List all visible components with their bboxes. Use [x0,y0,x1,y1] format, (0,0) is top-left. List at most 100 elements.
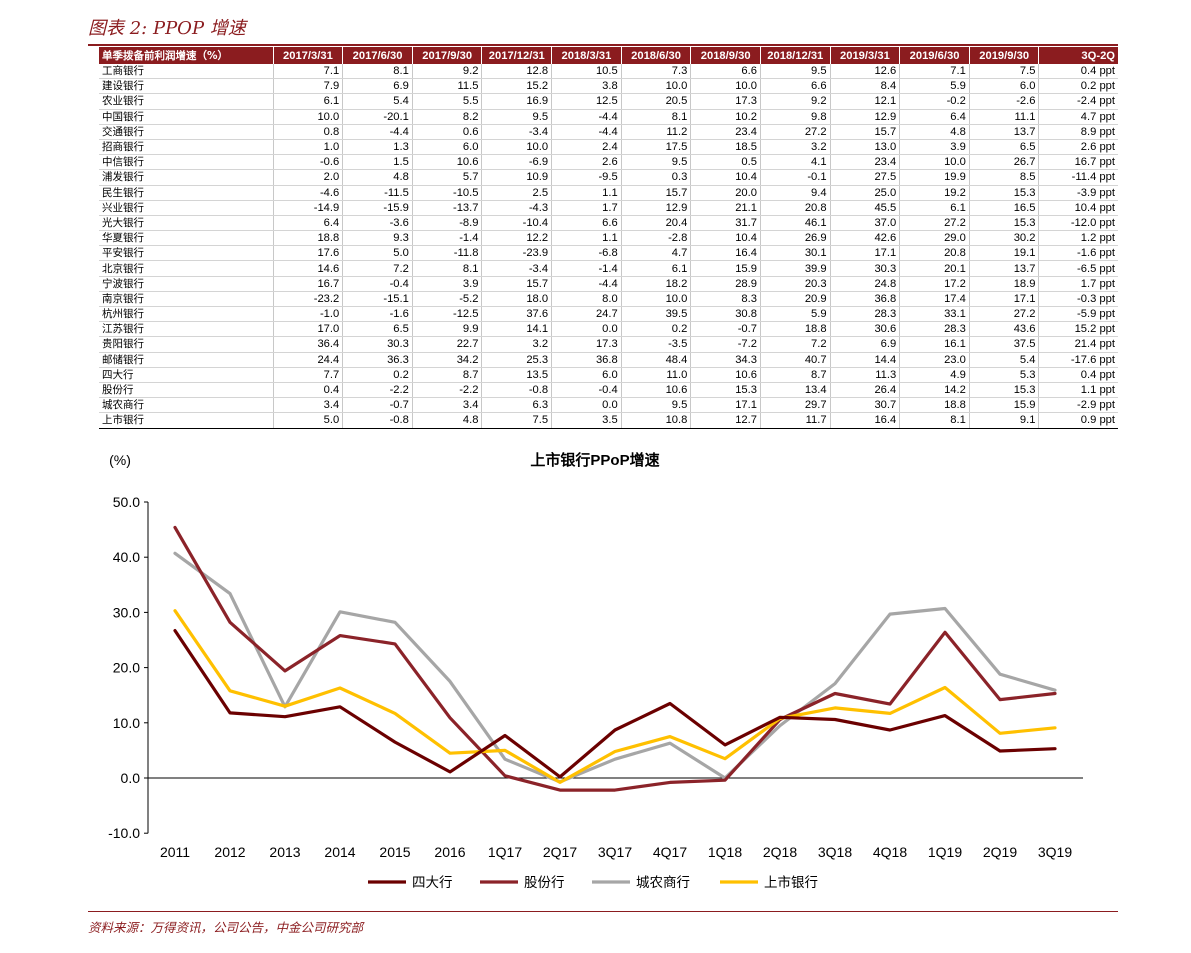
value-cell: 18.0 [481,291,552,308]
value-cell: 39.9 [759,260,831,277]
value-cell: 9.4 [759,185,831,201]
value-cell: 26.4 [829,382,900,399]
x-tick-label: 3Q18 [818,844,852,860]
value-cell: 17.1 [690,397,761,414]
value-cell: 6.1 [899,200,970,216]
value-cell: -0.2 [899,93,970,110]
bank-name-cell: 中信银行 [99,154,274,171]
table-row: 工商银行 7.1 8.1 9.2 12.8 10.5 7.3 6.6 9.5 12.6 7.1 7.5… [99,64,1118,80]
value-cell: 26.9 [759,230,831,247]
value-cell: -9.5 [551,169,622,186]
value-cell: 12.9 [829,109,900,125]
bank-name-cell: 农业银行 [99,93,274,110]
value-cell: 3.4 [272,397,343,414]
value-cell: 36.8 [551,352,622,368]
value-cell: -0.8 [342,412,413,429]
value-cell: 15.7 [829,124,900,140]
value-cell: 15.9 [690,260,761,277]
value-cell: 6.9 [829,336,900,353]
value-cell: 5.3 [968,366,1039,383]
value-cell: 27.2 [968,306,1039,323]
value-cell: -3.5 [620,336,691,353]
value-cell: 16.4 [690,245,761,262]
value-cell: 2.6 ppt [1038,139,1118,156]
ppop-table: 单季拨备前利润增速（%） 2017/3/31 2017/6/30 2017/9/30 2… [99,47,1118,429]
table-row: 南京银行 -23.2 -15.1 -5.2 18.0 8.0 10.0 8.3 20.9 36.8… [99,291,1118,308]
value-cell: 3.2 [481,336,552,353]
value-cell: 8.3 [690,291,761,308]
value-cell: 13.4 [759,382,831,399]
value-cell: -1.6 ppt [1038,245,1118,262]
value-cell: 37.0 [829,215,900,232]
x-tick-label: 1Q17 [488,844,522,860]
value-cell: 23.4 [690,124,761,140]
column-header: 2019/6/30 [899,47,970,64]
value-cell: 8.4 [829,78,900,95]
value-cell: 7.3 [620,64,691,80]
y-tick-label: -10.0 [108,825,140,841]
value-cell: -4.4 [551,276,622,292]
value-cell: -3.4 [481,260,552,277]
table-row: 江苏银行 17.0 6.5 9.9 14.1 0.0 0.2 -0.7 18.8 30.6 28.3… [99,321,1118,338]
value-cell: -11.8 [411,245,482,262]
value-cell: 27.2 [759,124,831,140]
table-body: 工商银行 7.1 8.1 9.2 12.8 10.5 7.3 6.6 9.5 12.6 7.1 7.5… [99,64,1118,429]
bank-name-cell: 建设银行 [99,78,274,95]
x-tick-label: 2014 [324,844,355,860]
x-tick-label: 1Q19 [928,844,962,860]
value-cell: 43.6 [968,321,1039,338]
value-cell: -2.4 ppt [1038,93,1118,110]
x-tick-label: 2Q18 [763,844,797,860]
value-cell: 20.8 [899,245,970,262]
value-cell: -1.6 [342,306,413,323]
x-tick-label: 3Q17 [598,844,632,860]
value-cell: 4.8 [899,124,970,140]
value-cell: 4.8 [411,412,482,429]
value-cell: 15.7 [620,185,691,201]
value-cell: 11.2 [620,124,691,140]
value-cell: 12.7 [690,412,761,429]
value-cell: 1.1 [551,185,622,201]
value-cell: 17.2 [899,276,970,292]
figure-title: 图表 2: PPOP 增速 [88,18,246,39]
value-cell: 4.8 [342,169,413,186]
table-row: 浦发银行 2.0 4.8 5.7 10.9 -9.5 0.3 10.4 -0.1 27.5 19.9… [99,169,1118,186]
table-row: 华夏银行 18.8 9.3 -1.4 12.2 1.1 -2.8 10.4 26.9 42.6 29… [99,230,1118,247]
value-cell: 8.1 [411,260,482,277]
value-cell: 37.6 [481,306,552,323]
table-row-header-label: 单季拨备前利润增速（%） [99,47,274,64]
value-cell: 0.5 [690,154,761,171]
value-cell: 14.4 [829,352,900,368]
value-cell: 28.3 [829,306,900,323]
table-row: 上市银行 5.0 -0.8 4.8 7.5 3.5 10.8 12.7 11.7 16.4 8.1 9… [99,412,1118,429]
value-cell: 5.9 [899,78,970,95]
x-tick-label: 4Q17 [653,844,687,860]
value-cell: 20.9 [759,291,831,308]
series-line-2 [173,525,1057,792]
value-cell: -1.0 [272,306,343,323]
value-cell: 10.0 [899,154,970,171]
bank-name-cell: 招商银行 [99,139,274,156]
value-cell: 0.6 [411,124,482,140]
value-cell: 16.7 [272,276,343,292]
value-cell: 17.3 [551,336,622,353]
series-line-1 [173,629,1057,779]
value-cell: 17.6 [272,245,343,262]
value-cell: 10.6 [411,154,482,171]
value-cell: 6.1 [272,93,343,110]
value-cell: 20.5 [620,93,691,110]
table-row: 建设银行 7.9 6.9 11.5 15.2 3.8 10.0 10.0 6.6 8.4 5.9 6.… [99,78,1118,95]
legend-label: 四大行 [412,875,453,890]
value-cell: 9.2 [411,64,482,80]
value-cell: 6.4 [899,109,970,125]
value-cell: -3.9 ppt [1038,185,1118,201]
value-cell: 0.2 ppt [1038,78,1118,95]
value-cell: 10.5 [551,64,622,80]
value-cell: 5.4 [968,352,1039,368]
value-cell: -2.6 [968,93,1039,110]
table-row: 平安银行 17.6 5.0 -11.8 -23.9 -6.8 4.7 16.4 30.1 17.1… [99,245,1118,262]
value-cell: 36.4 [272,336,343,353]
table-row: 民生银行 -4.6 -11.5 -10.5 2.5 1.1 15.7 20.0 9.4 25.0 1… [99,185,1118,201]
value-cell: 29.7 [759,397,831,414]
value-cell: 18.8 [899,397,970,414]
